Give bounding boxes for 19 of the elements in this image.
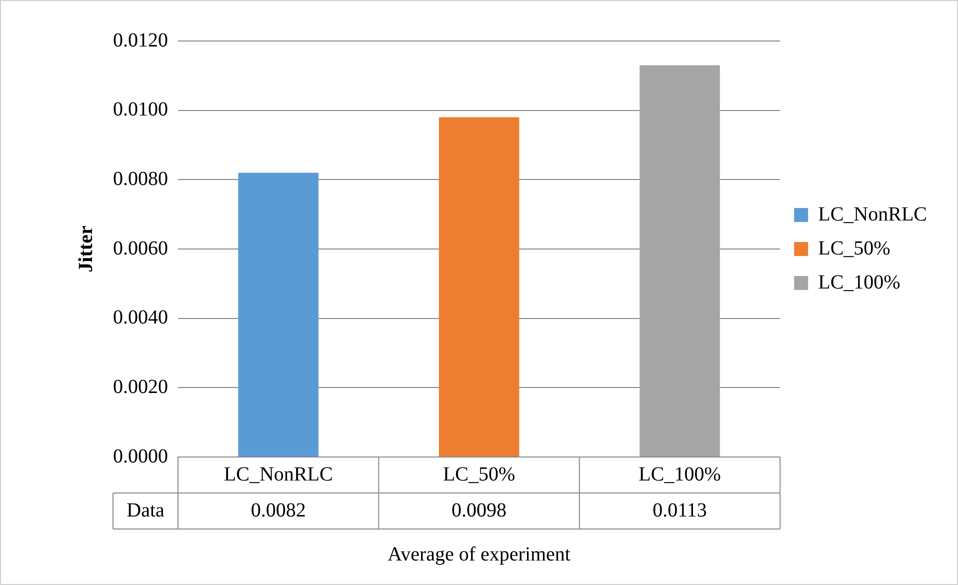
x-tick-label: LC_NonRLC [224, 463, 333, 486]
data-label: 0.0113 [652, 499, 707, 522]
legend-label: LC_100% [818, 271, 900, 294]
data-label: 0.0098 [452, 499, 507, 522]
x-tick-label: LC_50% [442, 463, 516, 486]
data-label: 0.0082 [250, 499, 306, 522]
x-tick-label: LC_100% [638, 463, 721, 486]
y-tick-label: 0.0120 [113, 29, 168, 52]
y-tick-label: 0.0000 [113, 445, 168, 468]
y-tick-label: 0.0020 [113, 376, 168, 398]
text: Data [126, 499, 164, 522]
legend-label: LC_NonRLC [818, 203, 928, 226]
y-tick-label: 0.0040 [113, 306, 168, 329]
y-tick-label: 0.0080 [113, 168, 168, 190]
x-axis-title: Average of experiment [388, 543, 571, 566]
legend-label: LC_50% [818, 237, 890, 260]
y-axis-title: Jitter [75, 226, 98, 272]
y-tick-label: 0.0100 [113, 98, 168, 121]
y-tick-label: 0.0060 [113, 237, 168, 260]
